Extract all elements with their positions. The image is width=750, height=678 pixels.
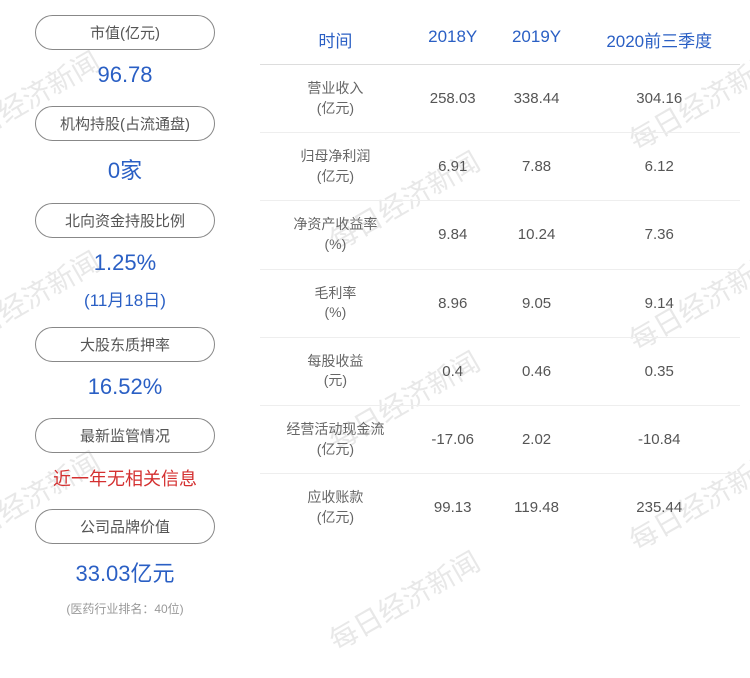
table-cell: 9.14 xyxy=(578,269,740,337)
metric-label-northbound: 北向资金持股比例 xyxy=(35,203,215,238)
table-row: 营业收入(亿元)258.03338.44304.16 xyxy=(260,65,740,133)
row-label-unit: (%) xyxy=(266,235,405,255)
metric-label-market-cap: 市值(亿元) xyxy=(35,15,215,50)
row-label: 营业收入(亿元) xyxy=(260,65,411,133)
left-metrics-panel: 市值(亿元) 96.78 机构持股(占流通盘) 0家 北向资金持股比例 1.25… xyxy=(0,0,250,678)
table-cell: 8.96 xyxy=(411,269,495,337)
row-label-main: 净资产收益率 xyxy=(266,215,405,235)
row-label: 净资产收益率(%) xyxy=(260,201,411,269)
metric-value-institutional: 0家 xyxy=(108,153,142,185)
table-cell: 7.36 xyxy=(578,201,740,269)
row-label: 每股收益(元) xyxy=(260,337,411,405)
table-cell: 235.44 xyxy=(578,474,740,542)
table-cell: 258.03 xyxy=(411,65,495,133)
metric-label-brand-value: 公司品牌价值 xyxy=(35,509,215,544)
table-cell: 99.13 xyxy=(411,474,495,542)
metric-sub-northbound: (11月18日) xyxy=(84,286,166,311)
col-header-time: 时间 xyxy=(260,15,411,65)
table-cell: 9.05 xyxy=(495,269,579,337)
table-cell: 7.88 xyxy=(495,133,579,201)
table-header-row: 时间 2018Y 2019Y 2020前三季度 xyxy=(260,15,740,65)
metric-value-regulatory: 近一年无相关信息 xyxy=(53,465,197,491)
row-label-unit: (亿元) xyxy=(266,99,405,119)
table-cell: 10.24 xyxy=(495,201,579,269)
table-cell: 338.44 xyxy=(495,65,579,133)
row-label-main: 归母净利润 xyxy=(266,147,405,167)
metric-value-market-cap: 96.78 xyxy=(97,62,152,88)
table-cell: 119.48 xyxy=(495,474,579,542)
table-cell: 9.84 xyxy=(411,201,495,269)
row-label-main: 毛利率 xyxy=(266,284,405,304)
table-row: 每股收益(元)0.40.460.35 xyxy=(260,337,740,405)
table-row: 净资产收益率(%)9.8410.247.36 xyxy=(260,201,740,269)
metric-value-northbound: 1.25% xyxy=(94,250,156,276)
metric-label-institutional: 机构持股(占流通盘) xyxy=(35,106,215,141)
table-cell: 6.91 xyxy=(411,133,495,201)
col-header-2019: 2019Y xyxy=(495,15,579,65)
row-label-unit: (亿元) xyxy=(266,167,405,187)
table-cell: 0.4 xyxy=(411,337,495,405)
row-label: 归母净利润(亿元) xyxy=(260,133,411,201)
metric-value-brand-value: 33.03亿元 xyxy=(75,556,174,588)
row-label-main: 应收账款 xyxy=(266,488,405,508)
row-label-unit: (%) xyxy=(266,303,405,323)
table-row: 归母净利润(亿元)6.917.886.12 xyxy=(260,133,740,201)
row-label: 应收账款(亿元) xyxy=(260,474,411,542)
table-row: 应收账款(亿元)99.13119.48235.44 xyxy=(260,474,740,542)
table-cell: 304.16 xyxy=(578,65,740,133)
table-row: 毛利率(%)8.969.059.14 xyxy=(260,269,740,337)
metric-label-regulatory: 最新监管情况 xyxy=(35,418,215,453)
row-label-main: 经营活动现金流 xyxy=(266,420,405,440)
col-header-2018: 2018Y xyxy=(411,15,495,65)
row-label: 毛利率(%) xyxy=(260,269,411,337)
financial-table-panel: 时间 2018Y 2019Y 2020前三季度 营业收入(亿元)258.0333… xyxy=(250,0,750,678)
table-cell: 6.12 xyxy=(578,133,740,201)
row-label-unit: (亿元) xyxy=(266,508,405,528)
metric-label-pledge: 大股东质押率 xyxy=(35,327,215,362)
table-cell: 0.35 xyxy=(578,337,740,405)
col-header-2020: 2020前三季度 xyxy=(578,15,740,65)
table-cell: -10.84 xyxy=(578,405,740,473)
row-label: 经营活动现金流(亿元) xyxy=(260,405,411,473)
table-cell: 2.02 xyxy=(495,405,579,473)
financial-table: 时间 2018Y 2019Y 2020前三季度 营业收入(亿元)258.0333… xyxy=(260,15,740,541)
row-label-unit: (亿元) xyxy=(266,440,405,460)
metric-value-pledge: 16.52% xyxy=(88,374,163,400)
table-row: 经营活动现金流(亿元)-17.062.02-10.84 xyxy=(260,405,740,473)
table-cell: 0.46 xyxy=(495,337,579,405)
table-cell: -17.06 xyxy=(411,405,495,473)
row-label-main: 营业收入 xyxy=(266,79,405,99)
row-label-main: 每股收益 xyxy=(266,352,405,372)
row-label-unit: (元) xyxy=(266,371,405,391)
metric-note-brand-value: (医药行业排名：40位) xyxy=(66,600,183,617)
